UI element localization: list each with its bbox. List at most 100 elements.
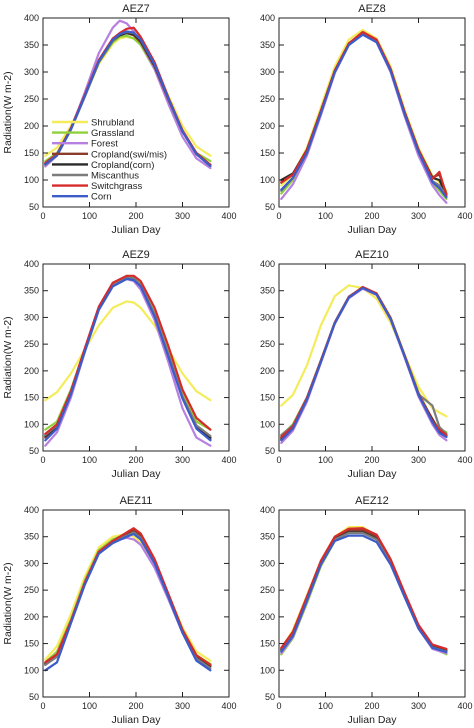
y-tick-label: 350	[260, 286, 275, 296]
x-tick-label: 200	[128, 211, 143, 221]
y-tick-label: 200	[260, 612, 275, 622]
y-tick-label: 350	[24, 286, 39, 296]
series-group	[280, 284, 448, 445]
series-line-corn	[44, 532, 212, 672]
legend-label: Corn	[91, 192, 112, 203]
y-tick-label: 350	[24, 532, 39, 542]
series-line-grassland	[44, 531, 212, 665]
x-tick-label: 400	[457, 211, 472, 221]
y-tick-label: 50	[29, 692, 39, 702]
y-tick-label: 100	[24, 175, 39, 185]
legend-label: Cropland(corn)	[91, 160, 154, 171]
y-tick-label: 250	[260, 339, 275, 349]
x-tick-label: 300	[411, 701, 426, 711]
panel-aez8: AEZ8 0 100 200 300 400 50 100 150 200 250 300 350 400…	[260, 3, 473, 236]
y-tick-label: 150	[260, 148, 275, 158]
x-tick-label: 0	[276, 455, 281, 465]
x-axis-label: Julian Day	[347, 468, 397, 480]
y-tick-label: 100	[24, 419, 39, 429]
series-line-cropland-corn-	[280, 32, 448, 197]
x-tick-label: 100	[318, 211, 333, 221]
series-line-cropland-swi-mis-	[44, 529, 212, 666]
y-tick-label: 350	[260, 40, 275, 50]
y-tick-label: 200	[24, 121, 39, 131]
x-tick-label: 0	[40, 701, 45, 711]
x-tick-label: 200	[364, 701, 379, 711]
legend-label: Grassland	[91, 128, 134, 139]
series-line-cropland-swi-mis-	[280, 32, 448, 195]
x-tick-label: 0	[276, 701, 281, 711]
y-tick-label: 200	[260, 366, 275, 376]
x-axis-label: Julian Day	[347, 714, 397, 726]
series-group	[44, 19, 212, 170]
x-tick-label: 100	[82, 455, 97, 465]
series-line-cropland-corn-	[44, 531, 212, 668]
panel-title: AEZ7	[122, 3, 150, 15]
legend-label: Switchgrass	[91, 181, 142, 192]
series-group	[44, 527, 212, 672]
series-line-corn	[280, 33, 448, 199]
y-tick-label: 150	[24, 148, 39, 158]
x-tick-label: 300	[175, 701, 190, 711]
y-tick-label: 400	[24, 505, 39, 515]
legend-label: Cropland(swi/mis)	[91, 149, 167, 160]
series-line-miscanthus	[44, 30, 212, 168]
x-axis-label: Julian Day	[111, 468, 161, 480]
y-tick-label: 150	[260, 393, 275, 403]
y-tick-label: 300	[260, 67, 275, 77]
x-tick-label: 100	[82, 211, 97, 221]
panel-title: AEZ9	[122, 249, 150, 261]
y-tick-label: 400	[24, 13, 39, 23]
y-tick-label: 250	[24, 339, 39, 349]
panel-aez9: AEZ9 0 100 200 300 400 50 100 150 200 250 300 350 400…	[2, 249, 237, 480]
series-line-cropland-swi-mis-	[44, 32, 212, 166]
series-line-grassland	[280, 32, 448, 200]
x-tick-label: 200	[364, 211, 379, 221]
panel-title: AEZ8	[358, 3, 386, 15]
y-tick-label: 300	[24, 67, 39, 77]
panel-title: AEZ11	[120, 495, 153, 507]
x-tick-label: 200	[128, 455, 143, 465]
panel-title: AEZ10	[355, 249, 389, 261]
series-group	[280, 526, 448, 656]
series-line-grassland	[280, 529, 448, 656]
y-tick-label: 400	[260, 13, 275, 23]
x-tick-label: 400	[221, 701, 236, 711]
series-line-switchgrass	[280, 285, 448, 439]
x-tick-label: 400	[457, 701, 472, 711]
panel-aez11: AEZ11 0 100 200 300 400 50 100 150 200 250 300 350 40…	[2, 495, 237, 726]
series-line-cropland-swi-mis-	[280, 286, 448, 439]
x-axis-label: Julian Day	[347, 224, 397, 236]
series-line-shrubland	[280, 28, 448, 192]
x-tick-label: 300	[411, 211, 426, 221]
panel-aez12: AEZ12 0 100 200 300 400 50 100 150 200 250 300 350 40…	[260, 495, 473, 726]
series-line-corn	[280, 286, 448, 442]
y-tick-label: 400	[260, 259, 275, 269]
y-tick-label: 200	[260, 121, 275, 131]
legend-label: Shrubland	[91, 118, 134, 129]
y-tick-label: 50	[265, 446, 275, 456]
y-tick-label: 250	[24, 585, 39, 595]
y-axis-label: Radiation(W m-2)	[2, 71, 14, 153]
y-tick-label: 100	[24, 665, 39, 675]
x-tick-label: 200	[128, 701, 143, 711]
series-line-miscanthus	[280, 33, 448, 198]
series-line-grassland	[280, 286, 448, 438]
series-line-miscanthus	[280, 286, 448, 437]
x-tick-label: 300	[411, 455, 426, 465]
y-tick-label: 250	[260, 585, 275, 595]
y-tick-label: 300	[24, 312, 39, 322]
series-line-forest	[44, 277, 212, 447]
series-line-corn	[280, 534, 448, 654]
series-group	[280, 28, 448, 204]
series-line-cropland-corn-	[280, 286, 448, 441]
x-tick-label: 0	[40, 211, 45, 221]
legend-label: Miscanthus	[91, 171, 139, 182]
y-tick-label: 50	[29, 446, 39, 456]
x-tick-label: 100	[82, 701, 97, 711]
y-tick-label: 50	[265, 202, 275, 212]
y-tick-label: 350	[260, 532, 275, 542]
series-line-switchgrass	[280, 527, 448, 650]
y-tick-label: 200	[24, 366, 39, 376]
